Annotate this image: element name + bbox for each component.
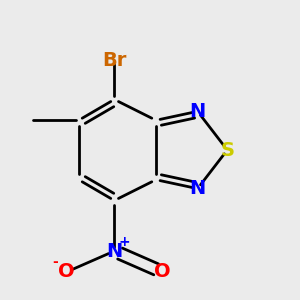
Text: O: O <box>154 262 170 281</box>
Text: N: N <box>189 102 206 121</box>
Text: +: + <box>119 235 130 249</box>
Text: N: N <box>106 242 122 261</box>
Text: S: S <box>220 140 234 160</box>
Text: -: - <box>52 255 58 269</box>
Text: O: O <box>58 262 75 281</box>
Text: Br: Br <box>102 51 127 70</box>
Text: N: N <box>189 179 206 198</box>
